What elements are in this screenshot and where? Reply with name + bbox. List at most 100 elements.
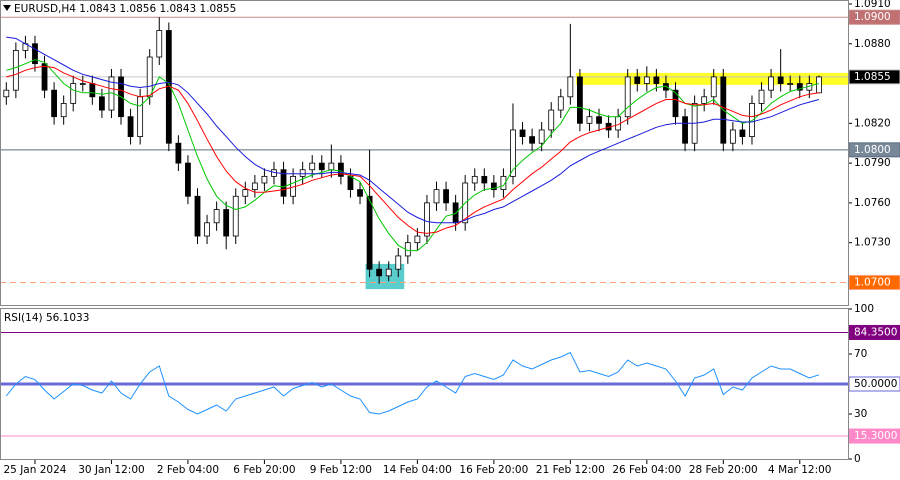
x-tick-label: 28 Feb 20:00 xyxy=(689,464,758,476)
candle-body xyxy=(213,209,220,224)
candle-body xyxy=(328,162,335,171)
rsi-panel-frame xyxy=(0,308,849,460)
y-tick-label: 30 xyxy=(854,408,867,420)
level-label: 50.0000 xyxy=(854,378,897,390)
candle-body xyxy=(41,63,48,91)
candle-body xyxy=(624,76,631,118)
candle-body xyxy=(280,169,287,197)
candle-body xyxy=(500,175,507,191)
y-tick-label: 1.0820 xyxy=(854,117,891,129)
moving-average xyxy=(6,59,820,252)
candle-body xyxy=(32,43,38,65)
candle-body xyxy=(739,129,746,137)
candle-body xyxy=(60,103,67,118)
moving-average xyxy=(6,65,819,234)
candle-body xyxy=(366,195,373,270)
candle-body xyxy=(156,30,163,58)
candle-body xyxy=(586,116,593,124)
candle-body xyxy=(424,202,430,237)
menu-triangle[interactable] xyxy=(3,5,11,11)
candle-body xyxy=(261,175,268,184)
y-tick-label: 1.0760 xyxy=(854,197,891,209)
candle-body xyxy=(672,89,679,118)
candle-body xyxy=(510,129,516,177)
marks xyxy=(3,17,822,415)
candle-body xyxy=(577,76,583,124)
x-tick-label: 2 Feb 04:00 xyxy=(157,464,219,476)
candle-body xyxy=(443,189,449,204)
candle-body xyxy=(309,162,316,171)
candle-body xyxy=(242,189,249,197)
level-label: 84.3500 xyxy=(854,326,897,338)
x-tick-label: 30 Jan 12:00 xyxy=(78,464,144,476)
candle-body xyxy=(337,162,344,177)
moving-average xyxy=(6,36,820,224)
candle-body xyxy=(653,76,660,84)
y-tick-label: 0 xyxy=(854,453,861,465)
candle-body xyxy=(519,129,526,137)
candle-body xyxy=(89,83,96,98)
level-label: 1.0700 xyxy=(854,276,891,288)
candle-body xyxy=(777,76,784,84)
candle-body xyxy=(127,116,134,137)
candle-body xyxy=(3,89,10,98)
price-panel-frame xyxy=(0,0,849,306)
candle-body xyxy=(643,76,650,84)
level-label: 15.3000 xyxy=(854,430,897,442)
candle-body xyxy=(768,76,774,91)
candle-body xyxy=(729,129,736,144)
labels: 1.0910 1.0880 1.0820 1.0790 1.0760 1.0730 1.09… xyxy=(4,0,900,476)
candle-body xyxy=(146,56,153,98)
candle-body xyxy=(12,49,19,91)
x-tick-label: 25 Jan 2024 xyxy=(4,464,67,476)
candle-body xyxy=(471,175,478,184)
x-tick-label: 9 Feb 12:00 xyxy=(310,464,372,476)
y-tick-label: 100 xyxy=(854,303,874,315)
candle-body xyxy=(538,129,545,144)
candle-body xyxy=(185,162,191,197)
candle-body xyxy=(682,116,688,144)
candle-body xyxy=(376,268,383,277)
candle-body xyxy=(385,268,392,277)
candle-body xyxy=(204,222,210,237)
candle-body xyxy=(816,76,822,94)
candle-body xyxy=(710,76,717,98)
candle-body xyxy=(175,142,182,164)
candle-body xyxy=(596,116,602,124)
candle-body xyxy=(796,83,803,91)
candle-body xyxy=(99,96,105,111)
candle-body xyxy=(701,96,708,104)
x-tick-label: 26 Feb 04:00 xyxy=(612,464,681,476)
level-label: 1.0800 xyxy=(854,144,891,156)
candle-body xyxy=(433,189,440,204)
level-label: 1.0900 xyxy=(854,11,891,23)
candle-body xyxy=(567,76,574,98)
candle-body xyxy=(299,169,306,177)
candle-body xyxy=(481,175,488,184)
x-tick-label: 6 Feb 20:00 xyxy=(233,464,295,476)
candle-body xyxy=(414,235,421,244)
rsi-line xyxy=(5,351,820,415)
candle-body xyxy=(137,96,144,137)
candle-body xyxy=(557,96,564,111)
candle-body xyxy=(70,83,77,104)
y-tick-label: 1.0790 xyxy=(854,157,891,169)
candle-body xyxy=(223,209,230,237)
x-tick-label: 4 Mar 12:00 xyxy=(768,464,831,476)
candle-body xyxy=(251,182,258,191)
x-tick-label: 21 Feb 12:00 xyxy=(536,464,605,476)
candle-body xyxy=(347,175,354,191)
candle-body xyxy=(490,182,497,191)
x-tick-label: 14 Feb 04:00 xyxy=(383,464,452,476)
level-label: 1.0855 xyxy=(854,71,891,83)
candle-body xyxy=(357,189,363,197)
candle-body xyxy=(232,195,239,237)
candle-body xyxy=(318,162,325,171)
y-tick-label: 1.0730 xyxy=(854,237,891,249)
indicator-title: RSI(14) 56.1033 xyxy=(4,312,89,324)
symbol-header: EURUSD,H4 1.0843 1.0856 1.0843 1.0855 xyxy=(14,3,236,15)
candle-body xyxy=(395,255,402,270)
y-tick-label: 70 xyxy=(854,348,867,360)
candle-body xyxy=(194,195,201,237)
